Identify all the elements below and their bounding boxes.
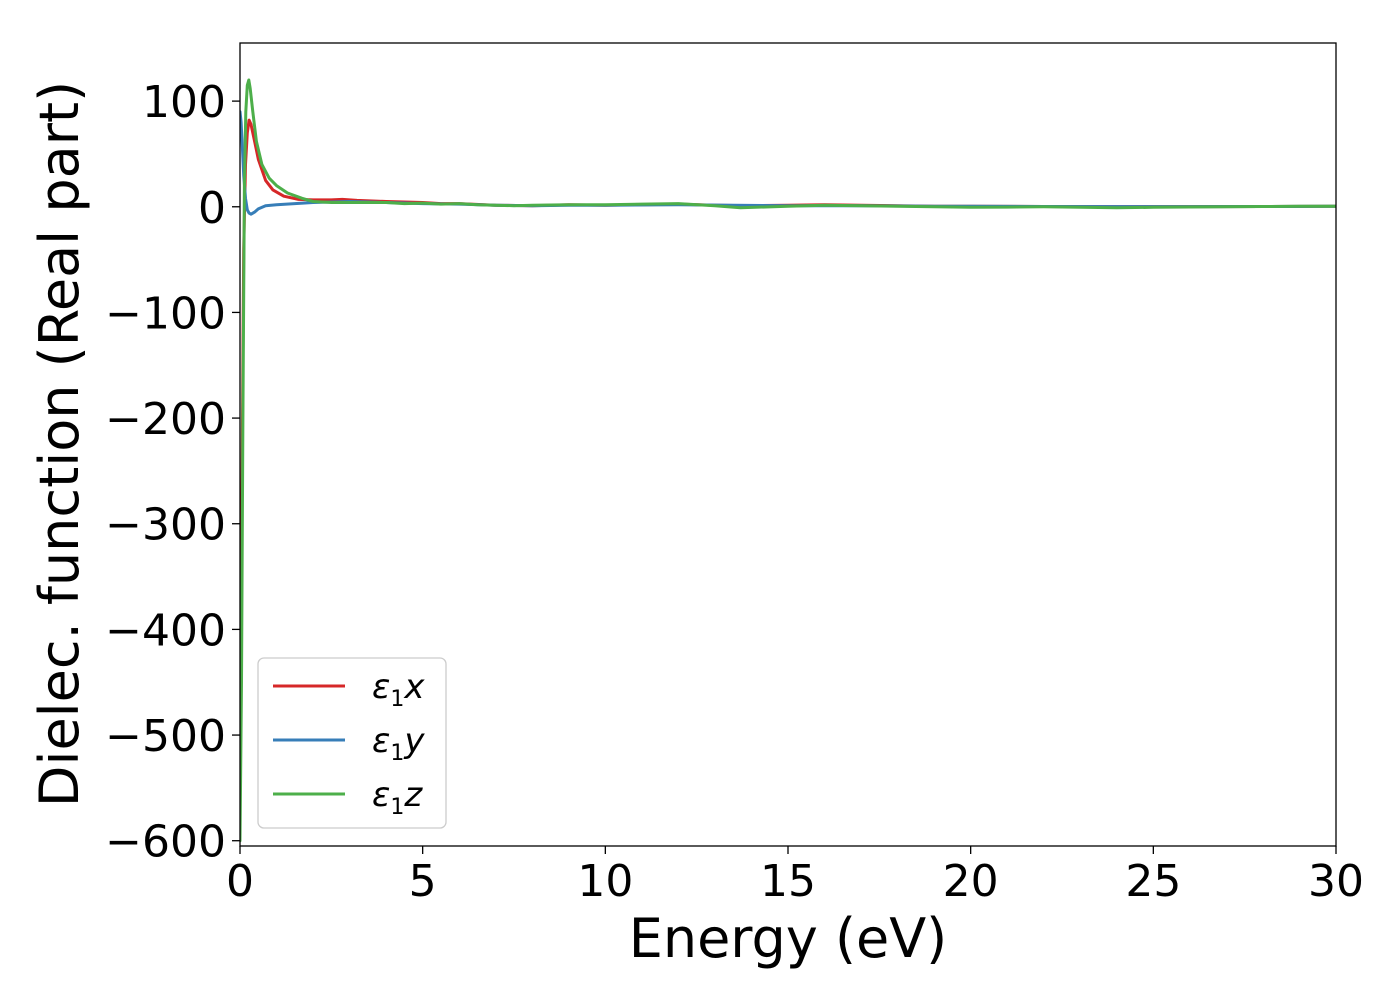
x-axis-ticks: 0 5 10 15 20 25 30: [226, 846, 1364, 907]
x-axis-label: Energy (eV): [629, 907, 948, 970]
y-tick-label: −500: [105, 711, 226, 762]
legend-label-z: ε1z: [372, 775, 423, 820]
x-tick-label: 5: [409, 856, 437, 907]
legend-label-y: ε1y: [372, 721, 425, 766]
y-tick-label: 0: [198, 183, 226, 234]
legend-label-x: ε1x: [372, 667, 425, 712]
y-axis-label: Dielec. function (Real part): [28, 81, 91, 807]
x-tick-label: 20: [943, 856, 999, 907]
x-tick-label: 0: [226, 856, 254, 907]
x-tick-label: 15: [760, 856, 816, 907]
legend: ε1x ε1y ε1z: [257, 657, 447, 829]
plot-layer: [240, 78, 1336, 843]
y-tick-label: −600: [105, 817, 226, 868]
x-tick-label: 25: [1125, 856, 1181, 907]
y-tick-label: 100: [142, 77, 226, 128]
y-axis-ticks: 100 0 −100 −200 −300 −400 −500 −600: [105, 77, 240, 868]
series-line-z: [240, 78, 1336, 843]
y-tick-label: −100: [105, 288, 226, 339]
legend-box: [257, 657, 447, 829]
x-tick-label: 30: [1308, 856, 1364, 907]
y-tick-label: −300: [105, 500, 226, 551]
y-tick-label: −200: [105, 394, 226, 445]
x-tick-label: 10: [577, 856, 633, 907]
y-tick-label: −400: [105, 605, 226, 656]
